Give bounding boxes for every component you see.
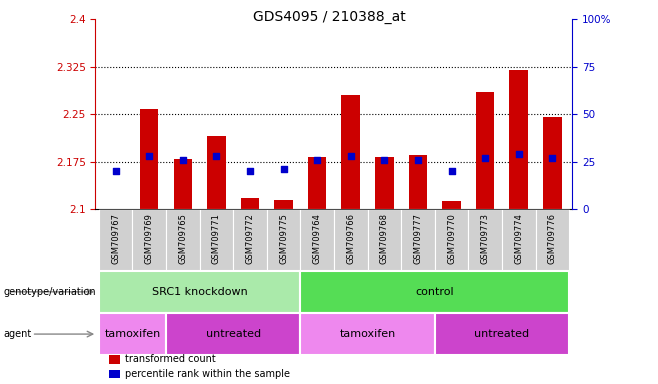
Bar: [233, 209, 266, 271]
Text: GSM709772: GSM709772: [245, 214, 255, 264]
Bar: [266, 209, 300, 271]
Text: GSM709765: GSM709765: [178, 214, 188, 264]
Point: [345, 153, 356, 159]
Text: GSM709773: GSM709773: [480, 213, 490, 264]
Text: GSM709777: GSM709777: [413, 213, 422, 264]
Text: tamoxifen: tamoxifen: [340, 329, 395, 339]
Bar: [409, 156, 427, 209]
Point: [278, 166, 289, 172]
Bar: [442, 201, 461, 209]
Bar: [300, 271, 569, 313]
Text: GSM709771: GSM709771: [212, 214, 221, 264]
Bar: [468, 209, 502, 271]
Point: [379, 157, 390, 163]
Point: [312, 157, 322, 163]
Point: [480, 155, 490, 161]
Text: GSM709764: GSM709764: [313, 214, 322, 264]
Bar: [543, 118, 561, 209]
Bar: [502, 209, 536, 271]
Point: [245, 168, 255, 174]
Bar: [166, 209, 199, 271]
Bar: [166, 313, 300, 355]
Bar: [199, 209, 233, 271]
Text: GSM709776: GSM709776: [548, 213, 557, 264]
Text: untreated: untreated: [474, 329, 530, 339]
Bar: [300, 209, 334, 271]
Bar: [401, 209, 435, 271]
Bar: [342, 95, 360, 209]
Text: percentile rank within the sample: percentile rank within the sample: [125, 369, 290, 379]
Text: GDS4095 / 210388_at: GDS4095 / 210388_at: [253, 10, 405, 23]
Text: GSM709775: GSM709775: [279, 214, 288, 264]
Text: untreated: untreated: [205, 329, 261, 339]
Point: [211, 153, 222, 159]
Text: tamoxifen: tamoxifen: [104, 329, 161, 339]
Text: GSM709766: GSM709766: [346, 213, 355, 264]
Bar: [132, 209, 166, 271]
Text: GSM709770: GSM709770: [447, 214, 456, 264]
Text: genotype/variation: genotype/variation: [3, 287, 96, 297]
Point: [547, 155, 557, 161]
Bar: [274, 200, 293, 209]
Text: SRC1 knockdown: SRC1 knockdown: [152, 287, 247, 297]
Bar: [300, 313, 435, 355]
Bar: [99, 271, 300, 313]
Text: agent: agent: [3, 329, 32, 339]
Text: control: control: [415, 287, 454, 297]
Text: GSM709768: GSM709768: [380, 213, 389, 264]
Bar: [435, 209, 468, 271]
Bar: [241, 198, 259, 209]
Bar: [99, 313, 166, 355]
Bar: [174, 159, 192, 209]
Bar: [368, 209, 401, 271]
Text: GSM709774: GSM709774: [514, 214, 523, 264]
Point: [144, 153, 155, 159]
Bar: [308, 157, 326, 209]
Bar: [334, 209, 368, 271]
Bar: [375, 157, 393, 209]
Point: [111, 168, 121, 174]
Text: transformed count: transformed count: [125, 354, 216, 364]
Text: GSM709767: GSM709767: [111, 213, 120, 264]
Bar: [140, 109, 159, 209]
Bar: [435, 313, 569, 355]
Point: [513, 151, 524, 157]
Bar: [99, 209, 132, 271]
Bar: [207, 136, 226, 209]
Point: [446, 168, 457, 174]
Bar: [476, 92, 494, 209]
Point: [178, 157, 188, 163]
Point: [413, 157, 423, 163]
Bar: [509, 70, 528, 209]
Bar: [536, 209, 569, 271]
Text: GSM709769: GSM709769: [145, 214, 154, 264]
